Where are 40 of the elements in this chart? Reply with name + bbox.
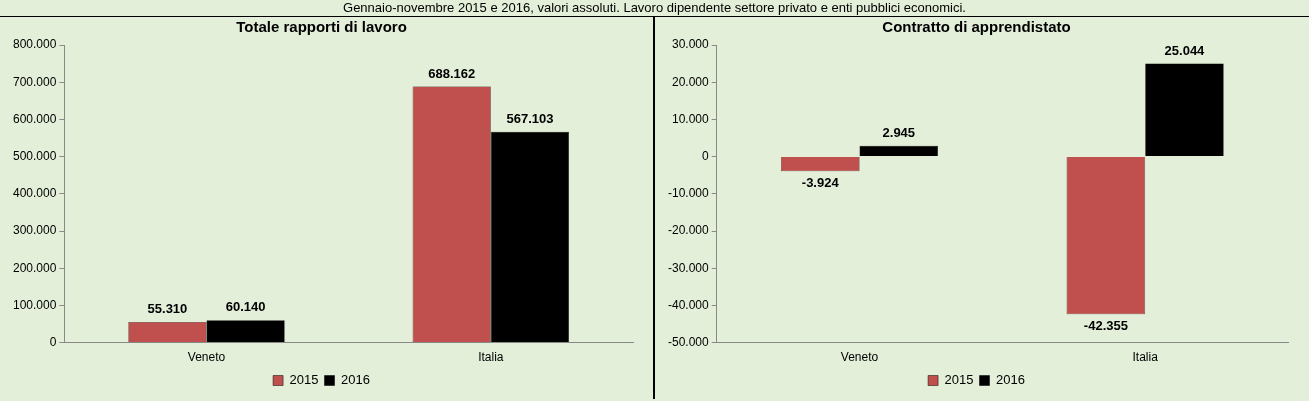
x-tick-label: Italia <box>1132 350 1159 365</box>
y-tick-label: -50.000 <box>668 334 710 349</box>
y-tick-label: 30.000 <box>672 37 710 52</box>
y-tick-label: -40.000 <box>668 297 710 312</box>
y-tick-label: 800.000 <box>12 37 57 52</box>
y-tick-label: -30.000 <box>668 260 710 275</box>
data-label: 688.162 <box>428 65 476 81</box>
y-tick-label: 10.000 <box>672 111 710 126</box>
legend-label: 2016 <box>996 372 1025 388</box>
y-tick-label: 700.000 <box>12 74 57 89</box>
y-tick-label: 0 <box>702 148 710 163</box>
bar <box>859 145 939 157</box>
chart-subtitle: Gennaio-novembre 2015 e 2016, valori assoluti. Lavoro dipendente settore privato e enti pubblici economici. <box>342 0 967 16</box>
x-tick-label: Italia <box>478 350 504 365</box>
y-tick-label: 500.000 <box>12 148 57 163</box>
x-tick-label: Veneto <box>187 350 226 365</box>
y-tick-label: 0 <box>49 334 57 349</box>
bar <box>490 131 570 343</box>
legend-label: 2016 <box>341 372 370 388</box>
x-tick-label: Veneto <box>840 350 879 365</box>
data-label: -42.355 <box>1083 318 1128 334</box>
legend-label: 2015 <box>289 372 319 388</box>
chart-title: Contratto di apprendistato <box>882 18 1071 36</box>
data-label: 25.044 <box>1164 42 1206 58</box>
chart-title: Totale rapporti di lavoro <box>236 18 407 36</box>
data-label: 55.310 <box>147 301 188 317</box>
data-label: 60.140 <box>225 299 266 315</box>
y-tick-label: 600.000 <box>12 111 57 126</box>
y-tick-label: -20.000 <box>668 223 710 238</box>
y-tick-label: 200.000 <box>12 260 57 275</box>
y-tick-label: 300.000 <box>12 223 57 238</box>
y-tick-label: -10.000 <box>668 186 710 201</box>
legend-label: 2015 <box>944 372 974 388</box>
data-label: 2.945 <box>882 124 916 140</box>
data-label: 567.103 <box>506 110 554 126</box>
data-label: -3.924 <box>801 175 840 191</box>
y-tick-label: 100.000 <box>12 297 57 312</box>
y-tick-label: 20.000 <box>672 74 710 89</box>
y-tick-label: 400.000 <box>12 186 57 201</box>
bar <box>1145 63 1224 157</box>
